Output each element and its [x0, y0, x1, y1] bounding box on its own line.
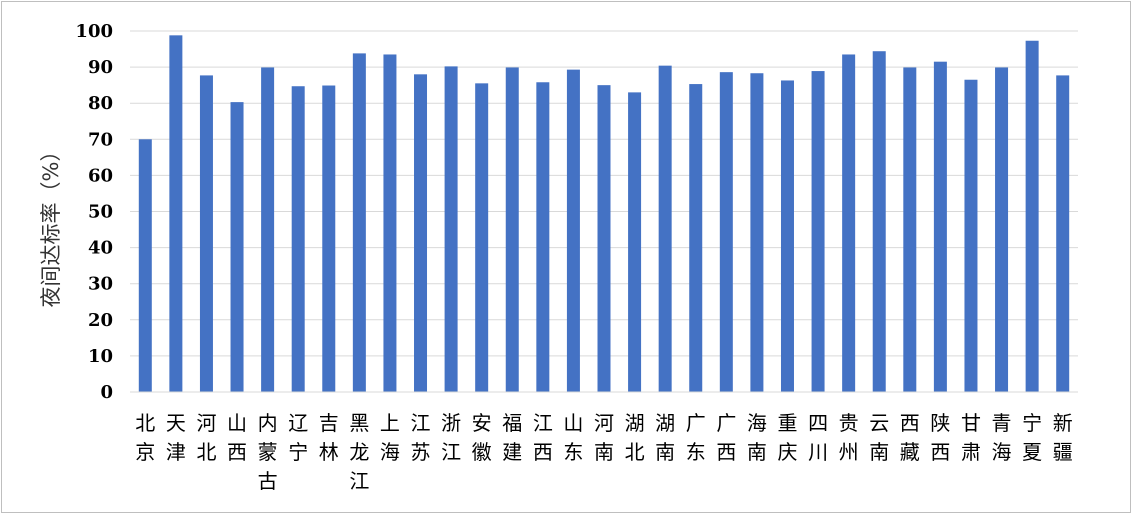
- bar: [475, 83, 489, 392]
- bar: [597, 85, 611, 393]
- bar: [230, 102, 244, 392]
- x-category-label: 黑龙江: [349, 411, 369, 493]
- x-category-label: 河南: [594, 411, 614, 464]
- bar: [444, 66, 458, 393]
- x-category-label: 北京: [135, 411, 155, 464]
- x-category-label: 浙江: [441, 411, 461, 464]
- x-category-label: 天津: [166, 411, 186, 464]
- bar: [322, 85, 336, 393]
- x-category-label: 河北: [196, 411, 216, 464]
- y-axis-title: 夜间达标率（%）: [39, 141, 63, 308]
- x-category-label: 湖南: [655, 411, 675, 464]
- bar: [1056, 75, 1070, 392]
- bar: [903, 67, 917, 392]
- bar: [199, 75, 213, 392]
- y-tick-label: 30: [88, 274, 113, 295]
- y-tick-label: 90: [88, 57, 113, 78]
- bar: [628, 92, 642, 393]
- x-category-label: 福建: [502, 411, 522, 464]
- y-tick-label: 60: [88, 165, 113, 186]
- y-tick-label: 80: [88, 93, 113, 114]
- gridlines: [130, 30, 1078, 357]
- bar: [352, 53, 366, 393]
- bar: [414, 74, 428, 392]
- bar: [933, 61, 947, 393]
- bar: [964, 79, 978, 393]
- bar: [842, 54, 856, 393]
- x-category-label: 山西: [227, 411, 247, 464]
- x-category-label: 重庆: [777, 411, 797, 464]
- bar: [780, 80, 794, 392]
- bar: [1025, 40, 1039, 392]
- x-category-label: 青海: [992, 411, 1012, 464]
- bar: [750, 73, 764, 392]
- x-category-label: 贵州: [839, 411, 859, 464]
- bar: [719, 72, 733, 393]
- y-tick-label: 0: [100, 382, 113, 403]
- y-tick-label: 100: [75, 21, 113, 42]
- bar: [383, 54, 397, 393]
- bar: [291, 86, 305, 392]
- bar: [689, 84, 703, 392]
- x-category-label: 新疆: [1053, 411, 1073, 464]
- y-tick-label: 50: [88, 202, 113, 223]
- x-category-label: 内蒙古: [258, 411, 278, 493]
- x-category-label: 安徽: [472, 411, 492, 464]
- y-tick-label: 20: [88, 310, 113, 331]
- x-category-label: 湖北: [625, 411, 645, 464]
- bar: [872, 51, 886, 392]
- x-category-label: 吉林: [319, 411, 339, 464]
- y-tick-label: 10: [88, 346, 113, 367]
- x-category-label: 西藏: [900, 411, 920, 464]
- x-category-label: 辽宁: [288, 411, 308, 464]
- bar: [261, 67, 275, 392]
- bar: [658, 65, 672, 392]
- x-category-label: 宁夏: [1022, 411, 1042, 464]
- bar: [811, 71, 825, 393]
- x-category-label: 陕西: [930, 411, 950, 464]
- x-category-label: 海南: [747, 411, 767, 464]
- x-category-label: 云南: [869, 411, 889, 464]
- x-category-label: 广东: [686, 411, 706, 464]
- bar: [169, 35, 183, 392]
- bar: [505, 67, 519, 392]
- x-category-label: 甘肃: [961, 411, 981, 464]
- x-category-label: 四川: [808, 411, 828, 464]
- bar: [566, 69, 580, 392]
- bar: [536, 82, 550, 393]
- y-tick-label: 70: [88, 129, 113, 150]
- bar: [138, 139, 152, 392]
- x-category-label: 上海: [380, 411, 400, 464]
- x-category-label: 江西: [533, 411, 553, 464]
- x-axis-categories: 北京天津河北山西内蒙古辽宁吉林黑龙江上海江苏浙江安徽福建江西山东河南湖北湖南广东…: [135, 411, 1072, 493]
- x-category-label: 江苏: [411, 411, 431, 464]
- bar: [995, 67, 1009, 392]
- x-category-label: 山东: [563, 411, 583, 464]
- bars: [138, 35, 1070, 393]
- x-category-label: 广西: [716, 411, 736, 464]
- y-axis-ticks: 0 10 20 30 40 50 60 70 80 90 100: [75, 21, 113, 403]
- y-tick-label: 40: [88, 238, 113, 259]
